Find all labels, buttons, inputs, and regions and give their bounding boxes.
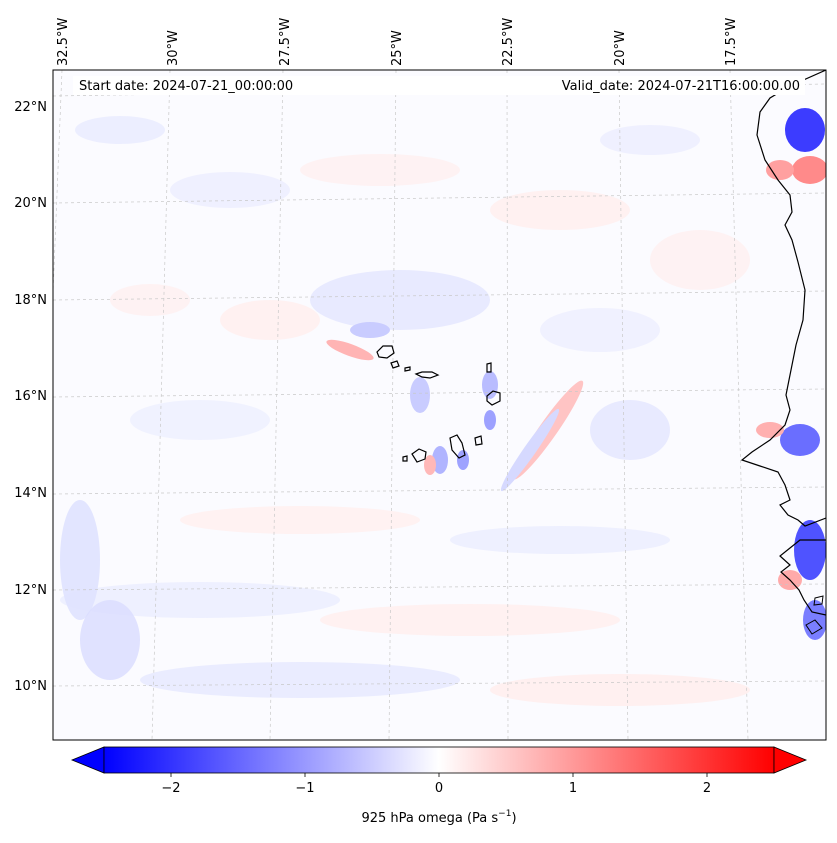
omega-patch [785, 108, 825, 152]
lat-label: 16°N [14, 389, 47, 404]
omega-patch [110, 284, 190, 316]
omega-patch [780, 424, 820, 456]
africa-coastline [740, 70, 826, 616]
omega-patch [60, 500, 100, 620]
lat-label: 22°N [14, 100, 47, 115]
lon-label: 20°W [613, 30, 628, 66]
island-sao-vicente [390, 360, 400, 369]
colorbar-tick-label: −1 [295, 781, 314, 796]
colorbar-label-sup: −1 [498, 809, 511, 819]
omega-patch [490, 674, 750, 706]
latitude-labels: 22°N 20°N 18°N 16°N 14°N 12°N 10°N [14, 100, 47, 694]
island-boa-vista [486, 390, 501, 406]
start-date-text: Start date: 2024-07-21_00:00:00 [79, 79, 293, 94]
island-sao-nicolau [414, 371, 440, 379]
colorbar-ticks [170, 773, 708, 777]
date-band [73, 76, 805, 95]
omega-patch [180, 506, 420, 534]
island-maio [474, 435, 483, 446]
colorbar-label-main: 925 hPa omega (Pa s [361, 811, 498, 826]
omega-patch [540, 308, 660, 352]
omega-patch [170, 172, 290, 208]
omega-patch [300, 154, 460, 186]
omega-patch [792, 156, 826, 184]
lat-label: 14°N [14, 486, 47, 501]
omega-patch [756, 422, 784, 438]
island-sal [486, 362, 492, 373]
lat-label: 18°N [14, 293, 47, 308]
lat-label: 20°N [14, 196, 47, 211]
omega-patch [590, 400, 670, 460]
omega-patch [140, 662, 460, 698]
omega-patch [75, 116, 165, 144]
omega-patch [60, 582, 340, 618]
colorbar-tick-label: −2 [161, 781, 180, 796]
colorbar: −2 −1 0 1 2 925 hPa omega (Pa s−1) [70, 746, 808, 826]
omega-patch [80, 600, 140, 680]
lon-label: 30°W [166, 30, 181, 66]
omega-patch [320, 604, 620, 636]
colorbar-tick-label: 1 [569, 781, 577, 796]
omega-patch [450, 526, 670, 554]
colorbar-max-arrow [773, 746, 808, 774]
lon-label: 32.5°W [56, 18, 71, 66]
island-santo-antao [376, 345, 395, 359]
omega-patch [484, 410, 496, 430]
island-fogo [411, 448, 427, 463]
omega-patch [650, 230, 750, 290]
omega-patch [600, 125, 700, 155]
colorbar-label-end: ) [511, 811, 516, 826]
omega-patch [766, 160, 794, 180]
omega-patch [130, 400, 270, 440]
lon-label: 27.5°W [278, 18, 293, 66]
lon-label: 17.5°W [724, 18, 739, 66]
map-panel: Start date: 2024-07-21_00:00:00 Valid_da… [52, 69, 827, 741]
colorbar-tick-label: 0 [435, 781, 443, 796]
omega-patch [424, 455, 436, 475]
omega-field [60, 108, 826, 706]
coast-islands [805, 595, 824, 635]
longitude-labels: 32.5°W 30°W 27.5°W 25°W 22.5°W 20°W 17.5… [56, 18, 739, 66]
island-brava [402, 455, 408, 462]
valid-date-text: Valid_date: 2024-07-21T16:00:00.00 [562, 79, 800, 94]
colorbar-gradient [103, 746, 775, 774]
omega-patch [794, 520, 826, 580]
colorbar-min-arrow [70, 746, 105, 774]
omega-patch [482, 371, 498, 399]
omega-patch [220, 300, 320, 340]
island-santa-luzia [404, 366, 411, 372]
omega-patch [432, 446, 448, 474]
omega-patch [500, 408, 560, 492]
omega-patch [457, 450, 469, 470]
lon-label: 22.5°W [501, 18, 516, 66]
island-santiago [449, 434, 466, 459]
omega-patch [410, 377, 430, 413]
omega-patch [310, 270, 490, 330]
colorbar-label: 925 hPa omega (Pa s−1) [361, 809, 516, 826]
omega-patch [350, 322, 390, 338]
map-frame [52, 69, 827, 741]
lon-label: 25°W [390, 30, 405, 66]
omega-patch [490, 190, 630, 230]
lat-label: 12°N [14, 583, 47, 598]
omega-patch [326, 339, 374, 361]
cape-verde-islands [376, 345, 501, 463]
lat-label: 10°N [14, 679, 47, 694]
colorbar-tick-label: 2 [703, 781, 711, 796]
